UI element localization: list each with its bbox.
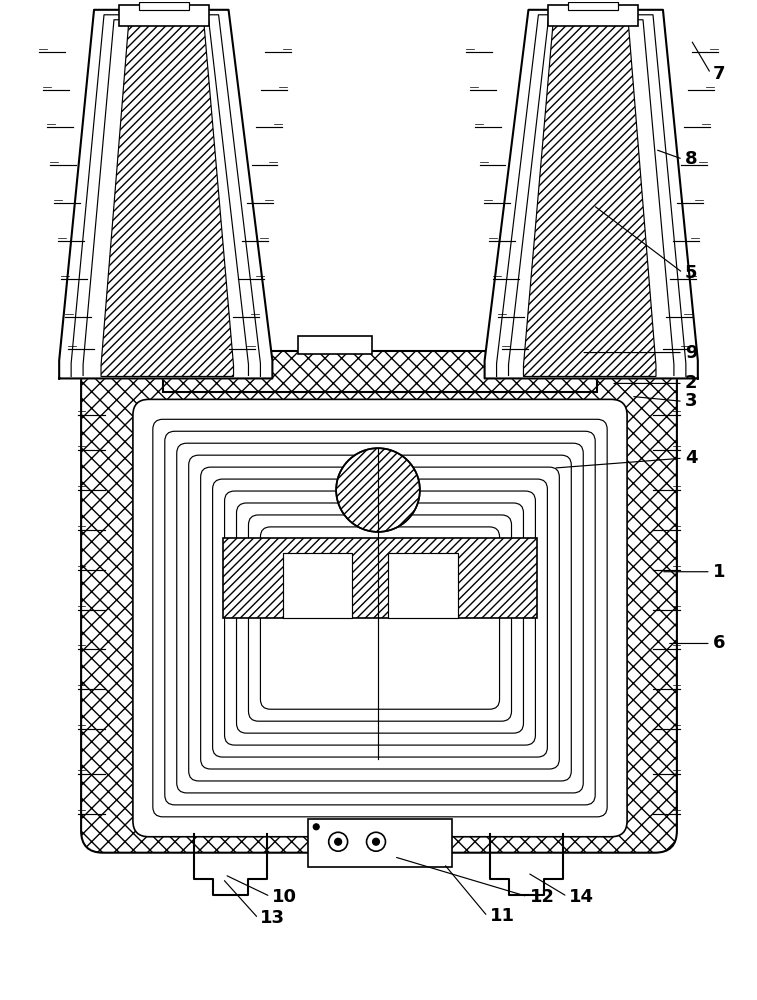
- Bar: [119, 5, 209, 26]
- Bar: [298, 336, 372, 354]
- Text: 10: 10: [273, 888, 298, 906]
- Polygon shape: [59, 10, 273, 378]
- Circle shape: [372, 838, 379, 845]
- FancyBboxPatch shape: [133, 399, 627, 837]
- Text: 3: 3: [685, 392, 697, 410]
- Text: 14: 14: [569, 888, 594, 906]
- Text: 9: 9: [685, 344, 697, 362]
- Circle shape: [336, 448, 420, 532]
- Circle shape: [329, 832, 347, 851]
- Polygon shape: [484, 10, 698, 378]
- Text: 6: 6: [713, 634, 725, 652]
- Bar: [163, 351, 597, 392]
- Text: 5: 5: [685, 264, 697, 282]
- Text: 8: 8: [685, 150, 697, 168]
- Circle shape: [366, 832, 385, 851]
- Bar: [139, 2, 188, 10]
- Text: 11: 11: [490, 907, 515, 925]
- Polygon shape: [101, 20, 233, 376]
- Text: 1: 1: [713, 563, 725, 581]
- Bar: [283, 553, 352, 618]
- Text: 4: 4: [685, 449, 697, 467]
- Polygon shape: [524, 20, 656, 376]
- Bar: [548, 5, 638, 26]
- Text: 12: 12: [529, 888, 554, 906]
- Bar: [308, 819, 452, 867]
- Circle shape: [335, 838, 341, 845]
- Bar: [223, 538, 537, 618]
- Text: 2: 2: [685, 374, 697, 392]
- FancyBboxPatch shape: [81, 357, 677, 853]
- Text: 13: 13: [260, 909, 285, 927]
- Circle shape: [313, 824, 319, 830]
- Bar: [569, 2, 618, 10]
- Text: 7: 7: [713, 65, 725, 83]
- Bar: [388, 553, 458, 618]
